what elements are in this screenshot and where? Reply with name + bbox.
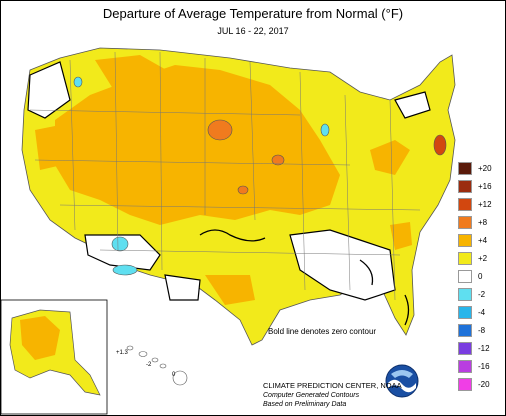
- alaska-warm-area: [20, 316, 60, 360]
- hawaii-islands: [126, 345, 188, 386]
- legend-swatch: [458, 180, 472, 193]
- legend-label: +4: [478, 236, 488, 245]
- legend-swatch: [458, 252, 472, 265]
- normal-area-northeast: [394, 91, 431, 119]
- legend-swatch: [458, 234, 472, 247]
- cold-spot-newmexico: [112, 264, 138, 276]
- legend-swatch: [458, 162, 472, 175]
- normal-area-southwest: [84, 234, 161, 271]
- legend-label: +8: [478, 218, 488, 227]
- legend-label: -4: [478, 308, 486, 317]
- noaa-logo-icon: [385, 364, 419, 398]
- hawaii-label-2: -2: [146, 362, 152, 368]
- hawaii-label-1: +1.3: [116, 350, 128, 356]
- hot-spot-dakota: [207, 119, 233, 141]
- hot-spot-northeast: [433, 134, 447, 156]
- map-title: Departure of Average Temperature from No…: [102, 6, 404, 21]
- legend-swatch: [458, 216, 472, 229]
- legend-swatch: [458, 378, 472, 391]
- legend-label: +20: [478, 164, 492, 173]
- legend-label: +2: [478, 254, 488, 263]
- zero-contour-note: Bold line denotes zero contour: [268, 327, 377, 336]
- warm-region-southwest: [205, 275, 255, 305]
- map-date-range: JUL 16 - 22, 2017: [217, 26, 289, 36]
- hot-spot-kansas: [271, 154, 285, 166]
- warm-region-midatlantic: [370, 140, 410, 175]
- state-boundaries: [29, 51, 421, 301]
- legend-label: -8: [478, 326, 486, 335]
- hot-spot-oklahoma: [237, 185, 249, 195]
- cold-spot-midwest: [320, 123, 330, 137]
- warm-region-west: [55, 65, 340, 225]
- legend-label: -12: [478, 344, 490, 353]
- legend-swatch: [458, 198, 472, 211]
- cold-spot-idaho: [73, 76, 83, 88]
- legend-label: +12: [478, 200, 492, 209]
- legend-label: 0: [478, 272, 483, 281]
- legend-label: -16: [478, 362, 490, 371]
- legend-swatch: [458, 360, 472, 373]
- legend-label: -2: [478, 290, 486, 299]
- normal-area-northwest: [27, 61, 71, 119]
- legend-swatch: [458, 270, 472, 283]
- legend-swatch: [458, 288, 472, 301]
- credit-org: CLIMATE PREDICTION CENTER, NOAA: [263, 381, 402, 390]
- credit-line-2: Computer Generated Contours: [263, 392, 360, 399]
- warm-region-southeast: [390, 222, 412, 250]
- cold-spot-arizona: [111, 236, 129, 252]
- credit-line-3: Based on Preliminary Data: [263, 401, 347, 408]
- warm-region-north: [95, 55, 170, 92]
- legend-swatch: [458, 342, 472, 355]
- legend-label: -20: [478, 380, 490, 389]
- zero-contours: [199, 229, 410, 326]
- hawaii-label-3: 0: [172, 372, 176, 378]
- legend-swatch: [458, 306, 472, 319]
- legend-swatch: [458, 324, 472, 337]
- warm-region-west-coast: [35, 125, 62, 170]
- legend-label: +16: [478, 182, 492, 191]
- normal-area-texas: [164, 274, 201, 301]
